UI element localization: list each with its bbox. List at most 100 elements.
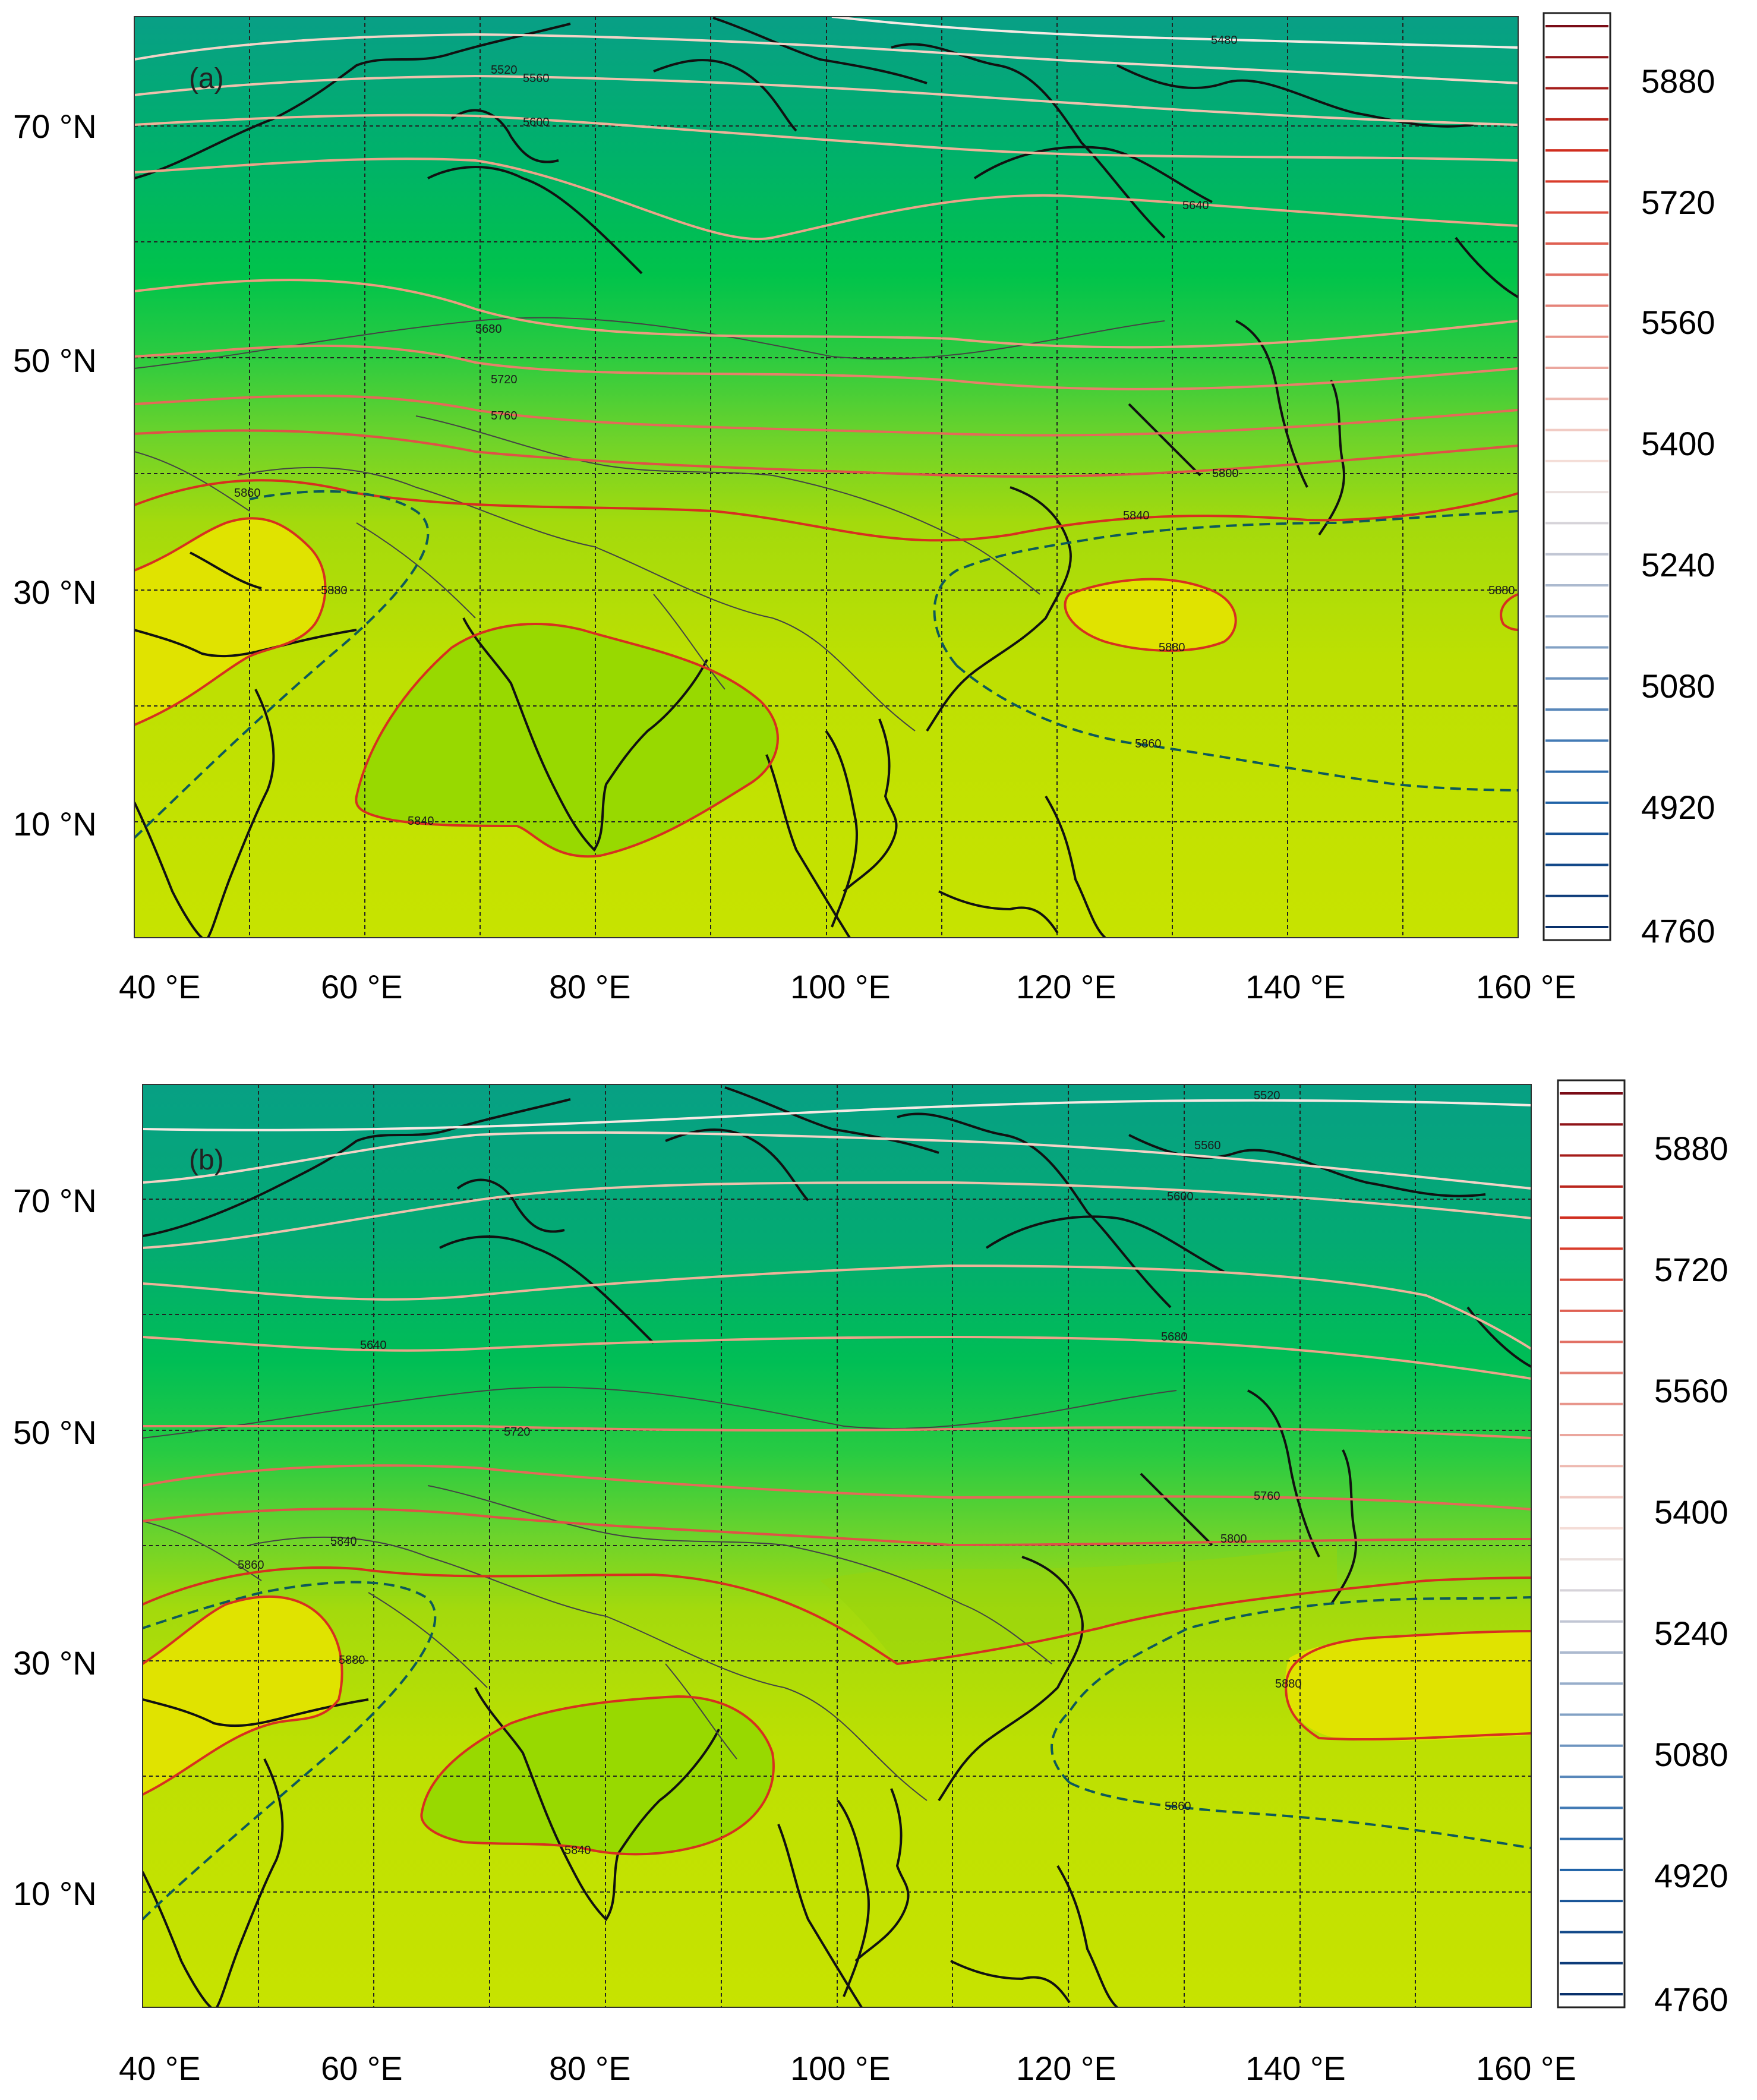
contour-5520-b bbox=[143, 1099, 1531, 1131]
contour-label: 5640 bbox=[360, 1339, 387, 1352]
contour-5860-b bbox=[143, 1581, 437, 1921]
colorbar-tick-label: 5720 bbox=[1641, 184, 1715, 221]
panel-b-frame bbox=[142, 1084, 1532, 2008]
high-fill-arabia bbox=[134, 518, 326, 725]
contour-5640-b bbox=[143, 1264, 1531, 1350]
y-axis-labels-b: 70 °N 50 °N 30 °N 10 °N bbox=[13, 1182, 97, 1912]
x-tick-label: 100 °E bbox=[790, 2049, 891, 2087]
contour-label: 5560 bbox=[1194, 1139, 1221, 1152]
colorbar-tick-label: 5080 bbox=[1654, 1736, 1728, 1773]
x-tick-label: 80 °E bbox=[549, 2049, 631, 2087]
high-fill-pacific bbox=[1065, 579, 1236, 651]
colorbar-a-frame bbox=[1542, 12, 1611, 941]
contour-5680-b bbox=[143, 1335, 1531, 1380]
contour-5880 bbox=[134, 517, 327, 726]
colorbar-tick-label: 4920 bbox=[1654, 1857, 1728, 1894]
panel-b-coastlines bbox=[143, 1086, 1531, 2007]
contour-label: 5720 bbox=[491, 373, 518, 386]
colorbar-a-lines bbox=[1545, 25, 1608, 928]
contour-label: 5760 bbox=[491, 409, 518, 422]
contour-label: 5860 bbox=[234, 487, 261, 500]
x-tick-label: 120 °E bbox=[1016, 2049, 1116, 2087]
colorbar-b-lines bbox=[1560, 1092, 1623, 1995]
contour-label: 5760 bbox=[1254, 1490, 1280, 1503]
contour-5860-pacific-south bbox=[955, 664, 1518, 792]
high-fill-pacific-b bbox=[1285, 1631, 1531, 1741]
x-tick-label: 140 °E bbox=[1245, 968, 1346, 1005]
panel-a-gridlines bbox=[134, 17, 1518, 938]
panel-b: (b) 5520 5560 5600 5640 5680 5720 5760 5… bbox=[142, 1084, 1532, 2008]
y-tick-label: 10 °N bbox=[13, 1875, 97, 1912]
contour-label: 5880 bbox=[1275, 1678, 1302, 1691]
contour-5680 bbox=[134, 279, 1518, 349]
y-tick-label: 70 °N bbox=[13, 1182, 97, 1219]
panel-a-borders bbox=[134, 317, 1165, 731]
contour-5600-b bbox=[143, 1181, 1531, 1249]
colorbar-b-frame bbox=[1557, 1079, 1626, 2008]
panel-b-borders bbox=[143, 1386, 1177, 1801]
contour-label: 5800 bbox=[1212, 467, 1239, 480]
panel-a-contour-labels: 5480 5520 5560 5600 5640 5680 5720 5760 … bbox=[234, 34, 1515, 828]
contour-label: 5600 bbox=[523, 116, 550, 129]
x-tick-label: 80 °E bbox=[549, 968, 631, 1005]
contour-label: 5520 bbox=[491, 64, 518, 77]
x-tick-label: 40 °E bbox=[119, 2049, 201, 2087]
colorbar-tick-label: 5240 bbox=[1654, 1615, 1728, 1652]
x-tick-label: 60 °E bbox=[321, 968, 403, 1005]
colorbar-tick-label: 5560 bbox=[1654, 1372, 1728, 1410]
contour-5840-india-b bbox=[420, 1695, 775, 1856]
contour-label: 5840 bbox=[330, 1535, 357, 1548]
contour-5860 bbox=[134, 490, 430, 839]
colorbar-tick-label: 5080 bbox=[1641, 667, 1715, 705]
contour-5560 bbox=[134, 74, 1518, 126]
contour-label: 5840 bbox=[1123, 509, 1150, 522]
colorbar-tick-label: 4920 bbox=[1641, 789, 1715, 826]
x-axis-labels-a: 40 °E 60 °E 80 °E 100 °E 120 °E 140 °E 1… bbox=[119, 968, 1576, 1005]
x-tick-label: 160 °E bbox=[1476, 968, 1576, 1005]
contour-5560-b bbox=[143, 1131, 1531, 1190]
contour-label: 5840 bbox=[564, 1844, 591, 1857]
y-tick-label: 70 °N bbox=[13, 108, 97, 145]
colorbar-tick-label: 5880 bbox=[1641, 62, 1715, 100]
panel-a-coastlines bbox=[134, 17, 1518, 938]
colorbar-tick-label: 4760 bbox=[1654, 1981, 1728, 2018]
contour-label: 5880 bbox=[1159, 641, 1185, 654]
colorbar-a-labels: 5880 5720 5560 5400 5240 5080 4920 4760 bbox=[1641, 62, 1715, 950]
contour-5720 bbox=[134, 344, 1518, 390]
contour-label: 5640 bbox=[1182, 199, 1209, 212]
colorbar-b: 5880 5720 5560 5400 5240 5080 4920 4760 bbox=[1557, 1079, 1728, 2018]
contour-5880-pacific-b bbox=[1285, 1630, 1531, 1741]
panel-a-label: (a) bbox=[189, 63, 224, 94]
contour-label: 5840 bbox=[408, 815, 434, 828]
contour-label: 5800 bbox=[1220, 1533, 1247, 1546]
contour-5520 bbox=[134, 33, 1518, 84]
x-tick-label: 100 °E bbox=[790, 968, 891, 1005]
x-tick-label: 120 °E bbox=[1016, 968, 1116, 1005]
x-tick-label: 40 °E bbox=[119, 968, 201, 1005]
contour-5600 bbox=[134, 113, 1518, 162]
panel-a: (a) 5480 5520 5560 5600 5640 5680 5720 5… bbox=[134, 16, 1519, 938]
colorbar-b-labels: 5880 5720 5560 5400 5240 5080 4920 4760 bbox=[1654, 1130, 1728, 2018]
india-fill bbox=[356, 624, 778, 857]
contour-label: 5480 bbox=[1211, 34, 1238, 47]
contour-label: 5860 bbox=[1135, 737, 1162, 751]
colorbar-tick-label: 5560 bbox=[1641, 304, 1715, 341]
contour-label: 5880 bbox=[1488, 584, 1515, 597]
high-fill-arabia-b bbox=[143, 1596, 342, 1795]
panel-a-contours bbox=[134, 17, 1518, 858]
contour-5880-pacific bbox=[1064, 578, 1237, 652]
contour-5860-pacific-south-b bbox=[1069, 1781, 1531, 1849]
y-tick-label: 30 °N bbox=[13, 573, 97, 611]
colorbar-tick-label: 5880 bbox=[1654, 1130, 1728, 1167]
contour-5800 bbox=[134, 429, 1518, 478]
contour-5800-b bbox=[143, 1508, 1531, 1547]
x-tick-label: 140 °E bbox=[1245, 2049, 1346, 2087]
panel-b-gridlines bbox=[143, 1084, 1531, 2007]
y-tick-label: 30 °N bbox=[13, 1644, 97, 1682]
colorbar-tick-label: 4760 bbox=[1641, 912, 1715, 950]
contour-label: 5560 bbox=[523, 72, 550, 85]
panel-b-contour-labels: 5520 5560 5600 5640 5680 5720 5760 5800 … bbox=[238, 1089, 1302, 1857]
x-tick-label: 60 °E bbox=[321, 2049, 403, 2087]
contour-5760-b bbox=[143, 1464, 1531, 1511]
